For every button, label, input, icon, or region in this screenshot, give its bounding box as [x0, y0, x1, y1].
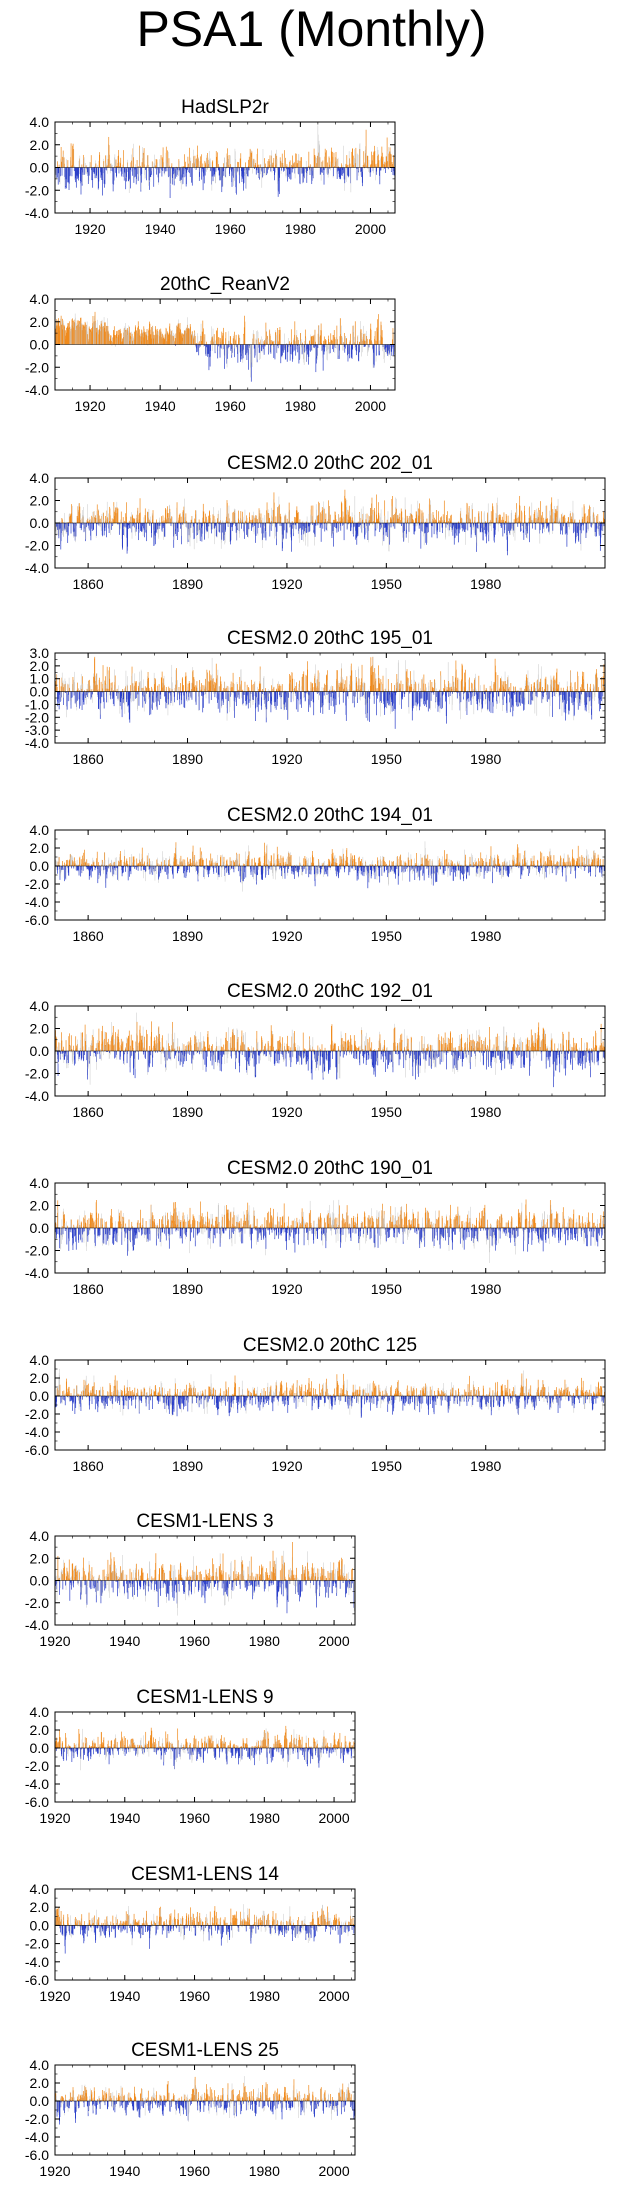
x-tick-label: 1920	[74, 221, 105, 237]
panel-title: 20thC_ReanV2	[160, 274, 290, 295]
y-tick-label: -2.0	[25, 538, 49, 554]
bar-series	[55, 490, 605, 556]
y-tick-label: 4.0	[30, 470, 50, 486]
x-tick-label: 2000	[355, 398, 386, 414]
x-tick-label: 1920	[74, 398, 105, 414]
x-tick-label: 2000	[355, 221, 386, 237]
x-tick-label: 1960	[215, 221, 246, 237]
y-tick-label: 4.0	[30, 114, 50, 130]
x-tick-label: 1980	[470, 576, 501, 592]
y-tick-label: 0.0	[30, 337, 50, 353]
bar-series	[55, 125, 395, 198]
panel-title: CESM2.0 20thC 195_01	[227, 628, 433, 649]
panel-title: HadSLP2r	[181, 97, 269, 118]
y-tick-label: 0.0	[30, 160, 50, 176]
panel-title: CESM2.0 20thC 202_01	[227, 453, 433, 474]
y-tick-label: 2.0	[30, 314, 50, 330]
x-tick-label: 1860	[73, 576, 104, 592]
y-tick-label: 4.0	[30, 291, 50, 307]
chart-panel-4: CESM2.0 20thC 195_013.02.01.00.0-1.0-2.0…	[25, 628, 605, 767]
x-tick-label: 1950	[371, 576, 402, 592]
y-tick-label: -4.0	[25, 382, 49, 398]
chart-panel-2: 20thC_ReanV2 4.0 2.0 0.0 -2.0 -4.0 1920 1940 196…	[25, 274, 395, 414]
x-tick-label: 1890	[172, 576, 203, 592]
y-tick-label: -4.0	[25, 205, 49, 221]
chart-panel-3: CESM2.0 20thC 202_01 4.0 2.0 0.0 -2.0 -4.0 186…	[25, 453, 605, 592]
y-tick-label: 2.0	[30, 137, 50, 153]
x-tick-label: 1940	[145, 221, 176, 237]
x-tick-label: 1980	[285, 398, 316, 414]
bar-series	[55, 657, 605, 729]
x-tick-label: 1940	[145, 398, 176, 414]
x-tick-label: 1980	[285, 221, 316, 237]
y-tick-label: 2.0	[30, 493, 50, 509]
y-tick-label: -2.0	[25, 359, 49, 375]
bar-series	[55, 312, 395, 382]
chart-panel-1: HadSLP2r 4.0 2.0 0.0 -2.0 -4.0 1920 1940 1960 198…	[25, 97, 395, 237]
y-tick-label: 0.0	[30, 515, 50, 531]
y-tick-label: -4.0	[25, 560, 49, 576]
x-tick-label: 1960	[215, 398, 246, 414]
x-tick-label: 1920	[271, 576, 302, 592]
y-tick-label: -2.0	[25, 182, 49, 198]
